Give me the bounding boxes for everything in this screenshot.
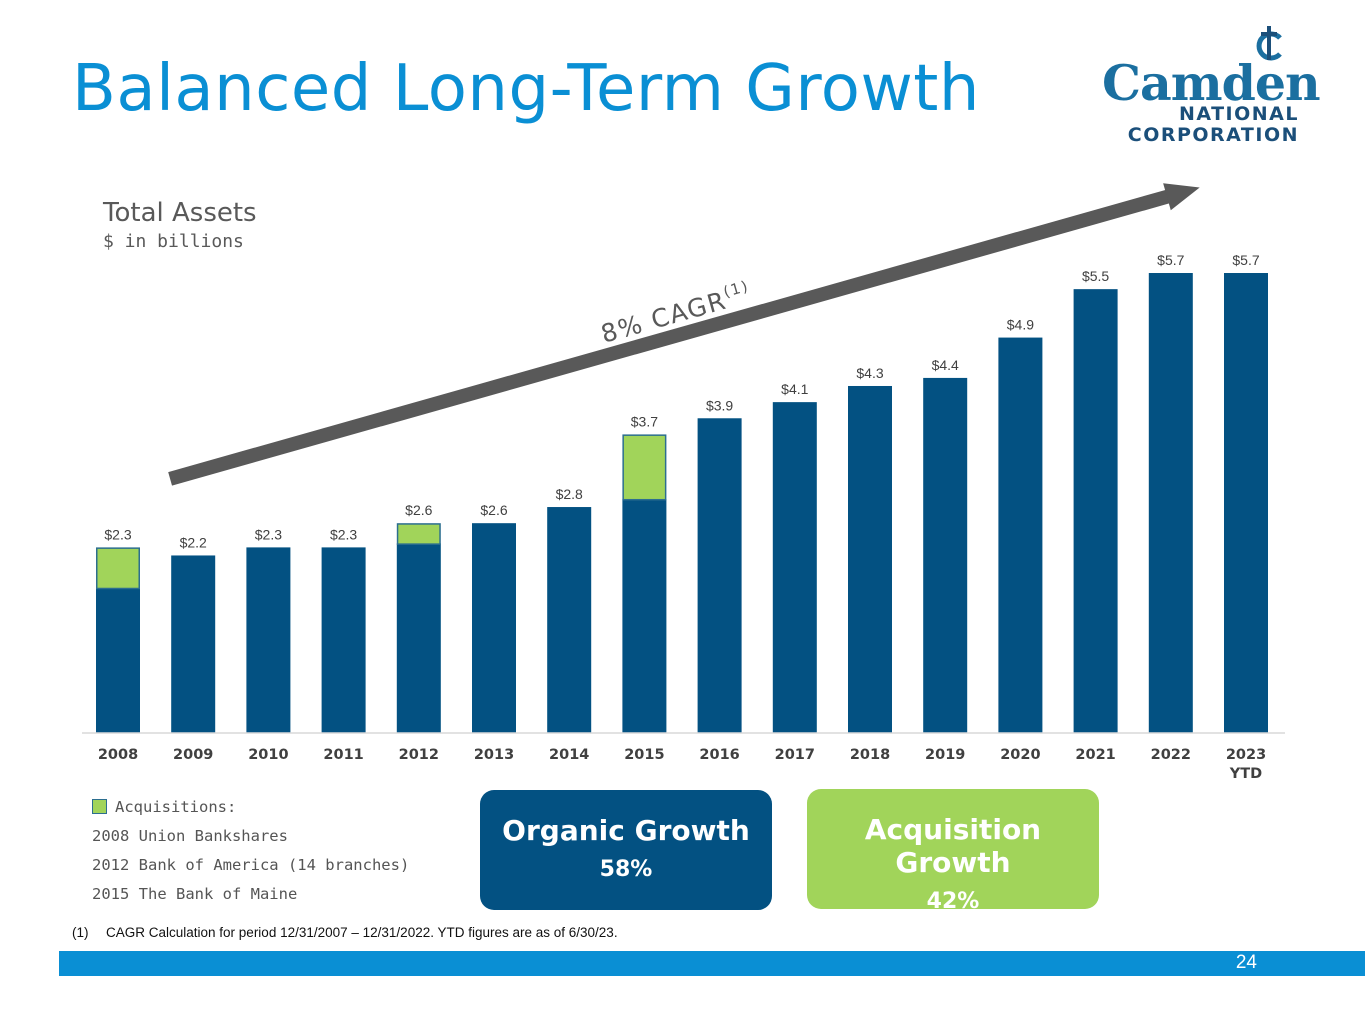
legend-item: 2012 Bank of America (14 branches) [92, 856, 410, 874]
x-tick-label-14: 2022 [1151, 747, 1191, 763]
logo-line-2: CORPORATION [1127, 124, 1299, 146]
organic-growth-value: 58% [599, 857, 653, 882]
x-tick-label-4: 2012 [399, 747, 439, 763]
x-tick-label-11: 2019 [925, 747, 965, 763]
value-label-1: $2.2 [180, 534, 207, 550]
x-tick-label-2: 2010 [248, 747, 288, 763]
cagr-arrow-head [1163, 183, 1200, 211]
acquisitions-legend: Acquisitions: 2008 Union Bankshares 2012… [92, 797, 409, 913]
organic-bar-1 [171, 555, 216, 733]
acquisition-swatch [92, 799, 107, 814]
x-tick-label-8: 2016 [699, 747, 739, 763]
organic-bar-12 [998, 337, 1043, 733]
page-title: Balanced Long-Term Growth [72, 52, 980, 126]
acquisition-growth-value: 42% [926, 889, 980, 914]
value-label-8: $3.9 [706, 397, 733, 413]
x-tick-label-10: 2018 [850, 747, 890, 763]
x-tick-label-9: 2017 [775, 747, 815, 763]
value-label-7: $3.7 [631, 413, 658, 429]
value-label-15: $5.7 [1232, 252, 1259, 268]
acquisition-bar-0 [96, 547, 140, 590]
x-tick-label-0: 2008 [98, 747, 138, 763]
x-tick-label-3: 2011 [323, 747, 363, 763]
legend-item: 2008 Union Bankshares [92, 827, 288, 845]
x-tick-label-1: 2009 [173, 747, 213, 763]
organic-bar-7 [622, 498, 667, 733]
acquisition-bar-7 [622, 434, 667, 501]
cagr-arrow [168, 183, 1200, 486]
legend-heading: Acquisitions: [115, 798, 237, 816]
x-tick-label-7: 2015 [624, 747, 664, 763]
acquisition-bar-4 [396, 523, 441, 545]
footnote-text: CAGR Calculation for period 12/31/2007 –… [106, 925, 618, 940]
company-logo: Camden NATIONAL CORPORATION [1098, 20, 1321, 150]
legend-heading-row: Acquisitions: [92, 797, 409, 826]
cagr-label-superscript: (1) [721, 277, 751, 301]
logo-line-1: NATIONAL [1178, 103, 1299, 125]
legend-item: 2015 The Bank of Maine [92, 885, 298, 903]
logo-wordmark: Camden [1102, 54, 1321, 112]
footer-bar: 24 [59, 951, 1365, 976]
cagr-arrow-shaft [168, 188, 1173, 486]
value-label-9: $4.1 [781, 381, 808, 397]
organic-bar-5 [472, 523, 516, 733]
organic-bar-6 [547, 507, 592, 733]
organic-growth-box: Organic Growth 58% [480, 790, 772, 910]
value-label-6: $2.8 [556, 486, 583, 502]
organic-growth-label: Organic Growth [502, 814, 750, 847]
footnote-marker: (1) [72, 925, 89, 940]
x-tick-label-5: 2013 [474, 747, 514, 763]
organic-bar-0 [96, 587, 140, 733]
organic-bar-10 [848, 385, 892, 733]
footnote: (1) CAGR Calculation for period 12/31/200… [72, 925, 618, 940]
value-label-3: $2.3 [330, 526, 357, 542]
organic-bar-15 [1224, 273, 1268, 733]
x-tick-sublabel-15: YTD [1229, 766, 1262, 782]
acquisition-growth-box: Acquisition Growth 42% [807, 789, 1099, 914]
x-tick-label-6: 2014 [549, 747, 589, 763]
organic-bar-14 [1148, 273, 1193, 733]
value-label-10: $4.3 [856, 365, 883, 381]
anchor-icon [1256, 26, 1282, 61]
value-label-11: $4.4 [932, 357, 959, 373]
organic-bar-11 [923, 377, 968, 733]
organic-bar-8 [697, 418, 742, 733]
chart-title: Total Assets [103, 198, 257, 228]
value-label-2: $2.3 [255, 526, 282, 542]
total-assets-chart: 8% CAGR(1) $2.32008$2.22009$2.32010$2.32… [82, 183, 1285, 782]
x-tick-label-12: 2020 [1000, 747, 1040, 763]
value-label-12: $4.9 [1007, 317, 1034, 333]
organic-bar-3 [321, 547, 366, 733]
organic-bar-9 [772, 402, 817, 733]
value-label-14: $5.7 [1157, 252, 1184, 268]
x-tick-label-15: 2023 [1226, 747, 1266, 763]
acquisition-growth-label: Acquisition Growth [864, 813, 1042, 879]
chart-subtitle: $ in billions [103, 231, 244, 252]
x-tick-label-13: 2021 [1075, 747, 1115, 763]
value-label-4: $2.6 [405, 502, 432, 518]
organic-bar-2 [246, 547, 291, 733]
page-number: 24 [1235, 952, 1257, 973]
organic-bar-4 [396, 543, 441, 733]
bar-group [96, 273, 1268, 733]
value-label-5: $2.6 [480, 502, 507, 518]
value-label-0: $2.3 [104, 526, 131, 542]
organic-bar-13 [1073, 289, 1118, 733]
value-label-13: $5.5 [1082, 268, 1109, 284]
